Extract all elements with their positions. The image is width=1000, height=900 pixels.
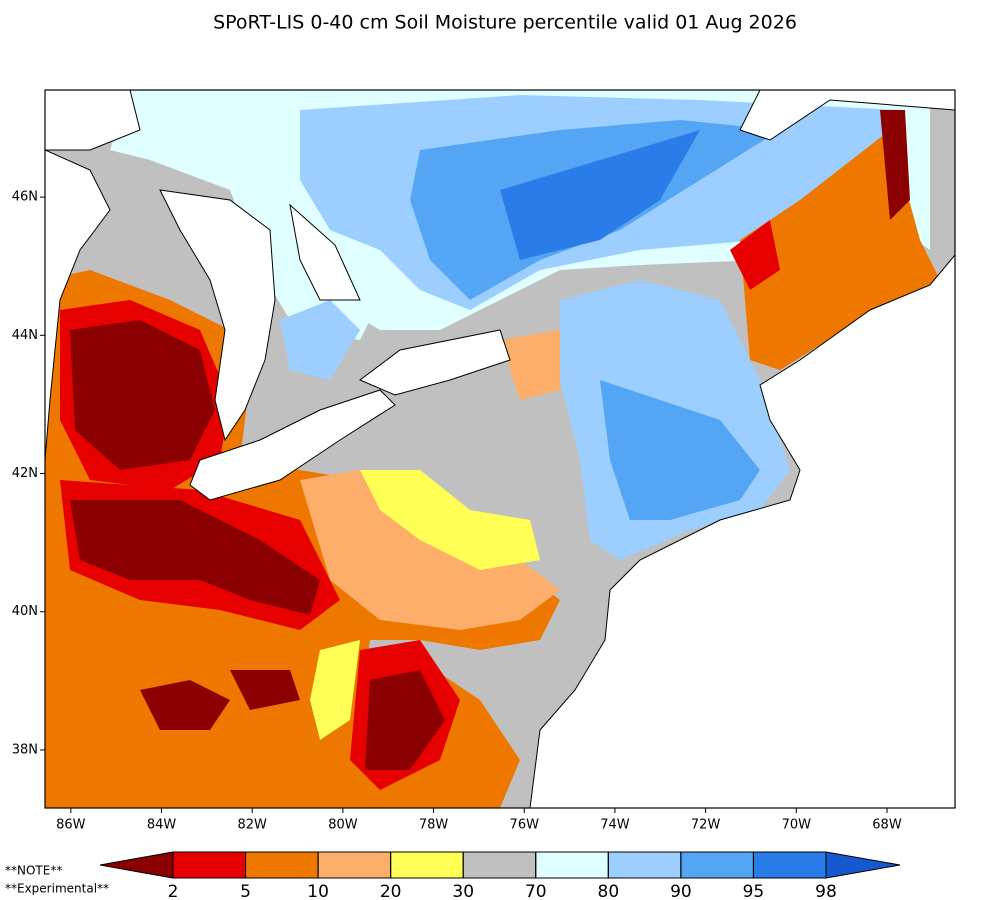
lat-label: 44N [12,328,38,343]
colorbar-label: 20 [380,882,402,900]
map-area [45,90,955,808]
colorbar-segment [752,851,827,879]
note: **Experimental** [5,882,109,896]
colorbar-segment [607,851,682,879]
moisture-area [310,640,360,740]
note: **NOTE** [5,864,62,878]
colorbar-segment [535,851,609,879]
colorbar-segment [317,851,392,879]
moisture-area [880,110,910,220]
colorbar-label: 5 [240,882,251,900]
lon-label: 84W [147,818,177,833]
water [159,189,276,442]
lat-label: 42N [12,466,38,481]
moisture-area [280,300,360,380]
colorbar-label: 70 [525,882,547,900]
water [45,90,141,151]
colorbar-segment [390,851,464,879]
water [289,203,361,301]
lon-label: 72W [691,818,721,833]
colorbar-end [825,851,901,879]
map-title: SPoRT-LIS 0-40 cm Soil Moisture percenti… [213,12,797,34]
lon-label: 70W [782,818,812,833]
moisture-area [140,680,230,730]
moisture-area [70,320,215,470]
colorbar-segment [462,851,537,879]
colorbar-label: 2 [168,882,179,900]
colorbar-label: 95 [743,882,765,900]
lat-label: 38N [12,742,38,757]
map-frame [44,89,956,809]
moisture-area [600,380,760,520]
lon-label: 76W [510,818,540,833]
lon-label: 82W [238,818,268,833]
water [189,389,396,501]
colorbar-segment [245,851,319,879]
colorbar-label: 10 [307,882,329,900]
water [739,90,955,141]
lon-label: 68W [872,818,902,833]
colorbar-segment [680,851,754,879]
lon-label: 80W [328,818,358,833]
moisture-area [230,670,300,710]
lon-label: 78W [419,818,449,833]
moisture-area [500,330,560,400]
colorbar-label: 90 [670,882,692,900]
lon-label: 74W [600,818,630,833]
water [45,149,111,461]
colorbar-segment [172,851,247,879]
moisture-area [360,470,540,570]
water [529,254,955,808]
water [359,329,511,396]
moisture-area [500,130,700,260]
lat-label: 46N [12,190,38,205]
moisture-area [365,670,445,770]
moisture-area [70,500,320,615]
lon-label: 86W [56,818,86,833]
colorbar-label: 30 [452,882,474,900]
colorbar-end [99,851,174,879]
moisture-area [300,470,560,630]
colorbar-label: 98 [815,882,837,900]
lat-label: 40N [12,604,38,619]
moisture-area [730,220,780,290]
colorbar-label: 80 [598,882,620,900]
